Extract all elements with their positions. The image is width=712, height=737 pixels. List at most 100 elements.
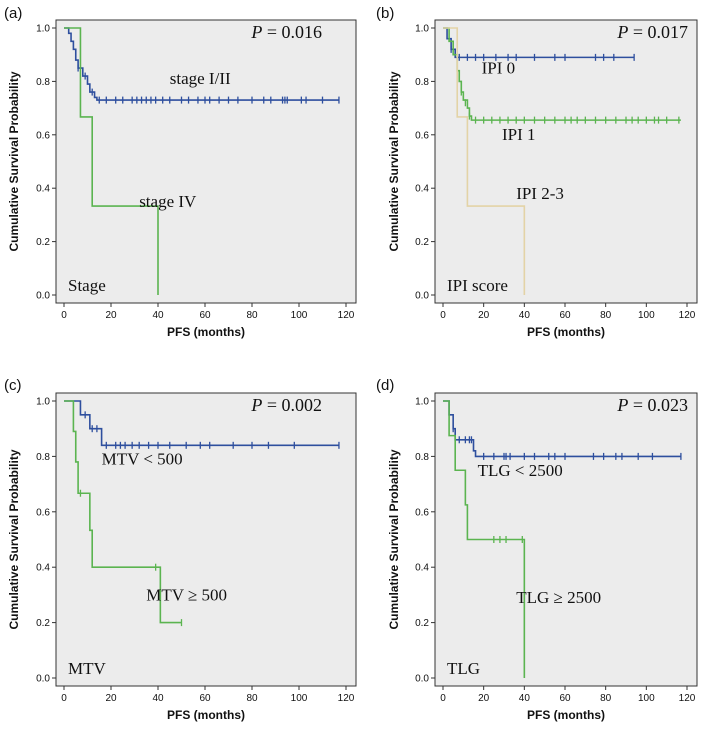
x-axis-label: PFS (months) — [527, 325, 605, 339]
survival-curve — [443, 27, 526, 295]
y-tick-label: 0.2 — [36, 237, 50, 248]
x-tick-label: 40 — [519, 693, 531, 704]
x-axis-label: PFS (months) — [527, 708, 605, 722]
y-tick-label: 1.0 — [415, 397, 429, 408]
series-label: TLG ≥ 2500 — [516, 588, 601, 607]
p-value-text: = 0.017 — [628, 22, 688, 42]
y-tick-label: 1.0 — [415, 24, 429, 35]
y-tick-label: 0.4 — [36, 563, 50, 574]
y-tick-label: 0.8 — [36, 452, 50, 463]
y-tick-label: 0.4 — [415, 184, 429, 195]
group-title: Stage — [68, 276, 106, 295]
panel-label: (b) — [376, 5, 394, 22]
series-1: MTV < 500 — [64, 400, 340, 469]
x-tick-label: 120 — [679, 310, 696, 321]
panel-label: (c) — [4, 377, 22, 394]
panel-label: (d) — [376, 377, 394, 394]
x-tick-label: 20 — [105, 310, 117, 321]
plot-area — [434, 19, 698, 304]
p-value-symbol: P — [616, 22, 628, 42]
group-title: MTV — [68, 659, 107, 678]
x-tick-label: 80 — [600, 693, 612, 704]
series-label: stage I/II — [170, 69, 231, 88]
plot-area — [55, 19, 357, 304]
y-axis-label: Cumulative Survival Probability — [387, 71, 401, 251]
p-value-symbol: P — [616, 395, 628, 415]
x-tick-label: 0 — [440, 693, 446, 704]
y-axis-label: Cumulative Survival Probability — [387, 449, 401, 629]
series-2: IPI 1 — [443, 27, 681, 144]
km-panel-3: (c) 0.0 0.2 0.4 0.6 0.8 1.0 0 20 40 60 80 100 120 PFS … — [4, 377, 357, 722]
x-tick-label: 120 — [679, 693, 696, 704]
y-tick-label: 0.2 — [415, 237, 429, 248]
survival-curve — [64, 400, 182, 624]
p-value: P = 0.002 — [250, 395, 322, 415]
survival-curve — [443, 400, 526, 678]
group-title: TLG — [447, 659, 480, 678]
x-tick-label: 60 — [199, 310, 211, 321]
series-label: IPI 0 — [482, 58, 516, 77]
p-value: P = 0.023 — [616, 395, 688, 415]
y-tick-label: 1.0 — [36, 397, 50, 408]
x-tick-label: 40 — [519, 310, 531, 321]
x-tick-label: 120 — [338, 310, 355, 321]
km-panel-2: (b) 0.0 0.2 0.4 0.6 0.8 1.0 0 20 40 60 80 100 120 PFS … — [376, 5, 698, 339]
x-axis-label: PFS (months) — [167, 708, 245, 722]
y-tick-label: 0.6 — [415, 130, 429, 141]
y-axis-label: Cumulative Survival Probability — [7, 71, 21, 251]
series-2: TLG ≥ 2500 — [443, 400, 601, 678]
survival-curve — [64, 400, 339, 447]
x-tick-label: 80 — [600, 310, 612, 321]
x-tick-label: 60 — [559, 310, 571, 321]
series-label: IPI 2-3 — [516, 184, 564, 203]
x-tick-label: 60 — [559, 693, 571, 704]
y-tick-label: 0.6 — [36, 130, 50, 141]
x-tick-label: 80 — [246, 310, 258, 321]
survival-curve — [64, 27, 159, 295]
x-tick-label: 120 — [338, 693, 355, 704]
y-tick-label: 0.0 — [415, 674, 429, 685]
series-1: IPI 0 — [443, 27, 635, 77]
x-tick-label: 60 — [199, 693, 211, 704]
p-value-text: = 0.016 — [262, 22, 322, 42]
km-panel-1: (a) 0.0 0.2 0.4 0.6 0.8 1.0 0 20 40 60 80 100 120 PFS … — [4, 5, 357, 339]
y-tick-label: 0.4 — [415, 563, 429, 574]
km-panel-4: (d) 0.0 0.2 0.4 0.6 0.8 1.0 0 20 40 60 80 100 120 PFS … — [376, 377, 698, 722]
x-tick-label: 100 — [291, 310, 308, 321]
group-title: IPI score — [447, 276, 508, 295]
y-tick-label: 1.0 — [36, 24, 50, 35]
p-value-text: = 0.023 — [628, 395, 688, 415]
x-tick-label: 0 — [440, 310, 446, 321]
y-tick-label: 0.4 — [36, 184, 50, 195]
x-tick-label: 20 — [105, 693, 117, 704]
y-tick-label: 0.8 — [415, 77, 429, 88]
y-tick-label: 0.6 — [415, 507, 429, 518]
y-tick-label: 0.0 — [36, 291, 50, 302]
y-tick-label: 0.6 — [36, 507, 50, 518]
y-tick-label: 0.0 — [415, 291, 429, 302]
x-tick-label: 0 — [61, 310, 67, 321]
x-tick-label: 40 — [152, 310, 164, 321]
series-2: MTV ≥ 500 — [64, 400, 227, 627]
p-value: P = 0.017 — [616, 22, 688, 42]
y-tick-label: 0.2 — [36, 618, 50, 629]
series-label: stage IV — [139, 192, 197, 211]
x-tick-label: 80 — [246, 693, 258, 704]
x-tick-label: 0 — [61, 693, 67, 704]
y-tick-label: 0.8 — [415, 452, 429, 463]
panel-label: (a) — [4, 5, 22, 22]
x-tick-label: 100 — [638, 310, 655, 321]
series-2: stage IV — [64, 27, 197, 295]
series-3: IPI 2-3 — [443, 27, 564, 295]
y-tick-label: 0.8 — [36, 77, 50, 88]
x-tick-label: 40 — [152, 693, 164, 704]
p-value-symbol: P — [250, 395, 262, 415]
x-tick-label: 20 — [478, 693, 490, 704]
x-tick-label: 100 — [638, 693, 655, 704]
y-tick-label: 0.0 — [36, 674, 50, 685]
x-axis-label: PFS (months) — [167, 325, 245, 339]
series-label: TLG < 2500 — [478, 461, 563, 480]
series-label: IPI 1 — [502, 125, 536, 144]
y-axis-label: Cumulative Survival Probability — [7, 449, 21, 629]
